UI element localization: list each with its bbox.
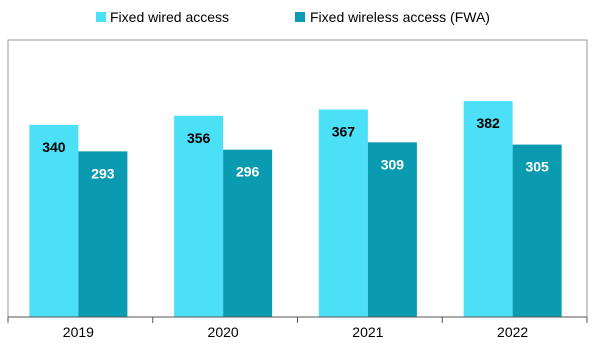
data-label: 293 bbox=[91, 165, 115, 181]
legend: Fixed wired access Fixed wireless access … bbox=[96, 9, 490, 25]
data-label: 340 bbox=[42, 139, 66, 155]
data-label: 367 bbox=[332, 124, 356, 140]
x-tick-label: 2022 bbox=[497, 324, 528, 340]
bar bbox=[29, 124, 79, 317]
data-label: 309 bbox=[381, 156, 405, 172]
data-label: 305 bbox=[525, 159, 549, 175]
bar bbox=[318, 109, 368, 317]
bar bbox=[223, 149, 273, 317]
bar bbox=[174, 115, 224, 317]
legend-swatch bbox=[295, 12, 305, 22]
bar bbox=[367, 142, 417, 317]
data-label: 296 bbox=[236, 164, 260, 180]
legend-label: Fixed wireless access (FWA) bbox=[310, 9, 490, 25]
plot-area: 340 293 356 296 367 309 382 305 bbox=[7, 39, 588, 318]
data-label: 382 bbox=[476, 115, 500, 131]
legend-swatch bbox=[96, 12, 106, 22]
x-tick-label: 2021 bbox=[352, 324, 383, 340]
x-tick-label: 2020 bbox=[208, 324, 239, 340]
data-label: 356 bbox=[187, 130, 211, 146]
x-tick-label: 2019 bbox=[63, 324, 94, 340]
bar bbox=[512, 144, 562, 317]
x-axis: 2019 2020 2021 2022 bbox=[7, 316, 588, 340]
legend-label: Fixed wired access bbox=[110, 9, 229, 25]
legend-item: Fixed wireless access (FWA) bbox=[295, 9, 490, 25]
legend-item: Fixed wired access bbox=[96, 9, 229, 25]
bar bbox=[463, 101, 513, 317]
bar bbox=[78, 151, 128, 317]
